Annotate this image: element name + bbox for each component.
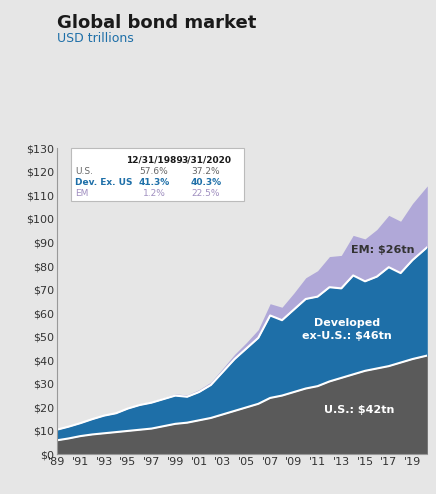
Text: 22.5%: 22.5% bbox=[192, 189, 220, 198]
Text: 3/31/2020: 3/31/2020 bbox=[181, 156, 231, 165]
Text: 37.2%: 37.2% bbox=[192, 167, 220, 176]
Text: EM: EM bbox=[75, 189, 89, 198]
Text: U.S.: $42tn: U.S.: $42tn bbox=[324, 405, 394, 415]
Text: USD trillions: USD trillions bbox=[57, 33, 133, 45]
Text: 40.3%: 40.3% bbox=[191, 178, 221, 187]
Text: 1.2%: 1.2% bbox=[143, 189, 165, 198]
Text: U.S.: U.S. bbox=[75, 167, 93, 176]
Text: EM: $26tn: EM: $26tn bbox=[351, 245, 415, 254]
Text: 57.6%: 57.6% bbox=[140, 167, 168, 176]
Text: 41.3%: 41.3% bbox=[138, 178, 170, 187]
Text: Global bond market: Global bond market bbox=[57, 14, 256, 32]
Text: Dev. Ex. US: Dev. Ex. US bbox=[75, 178, 133, 187]
Text: Developed
ex-U.S.: $46tn: Developed ex-U.S.: $46tn bbox=[302, 318, 392, 341]
Text: 12/31/1989: 12/31/1989 bbox=[126, 156, 182, 165]
